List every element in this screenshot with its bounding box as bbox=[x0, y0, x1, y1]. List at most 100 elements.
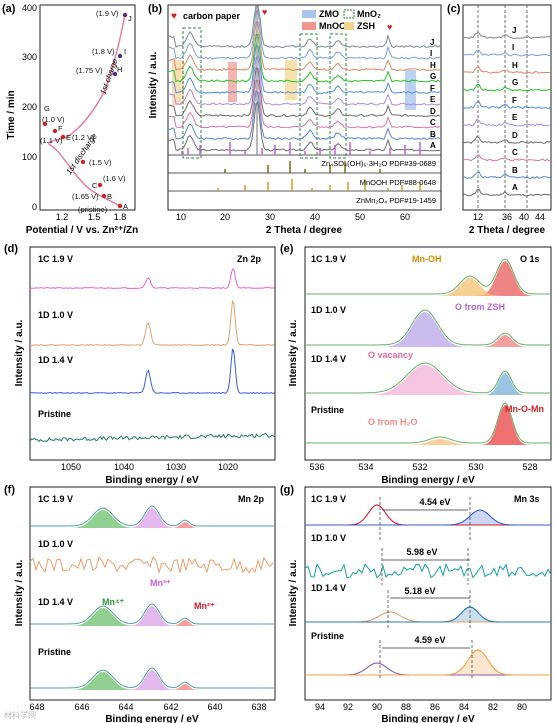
x-tick: 536 bbox=[309, 462, 324, 472]
o-zsh-annotation: O from ZSH bbox=[455, 302, 505, 312]
mnooh-band bbox=[228, 62, 237, 102]
x-tick: 530 bbox=[468, 462, 483, 472]
fit-component bbox=[305, 611, 551, 623]
curve-label: C bbox=[430, 118, 436, 127]
panel-d-label: (d) bbox=[4, 243, 18, 255]
time-potential-curve bbox=[48, 14, 126, 207]
xrd-curve bbox=[462, 188, 552, 197]
noise-curve bbox=[29, 556, 274, 575]
xrd-curve bbox=[167, 9, 441, 60]
y-axis-label: Intensity / a.u. bbox=[288, 559, 299, 626]
point-label: G bbox=[44, 104, 50, 113]
point-note: (1.75 V) bbox=[76, 66, 103, 75]
series-label: 1C 1.9 V bbox=[38, 494, 73, 504]
curve-label: D bbox=[430, 107, 436, 116]
y-tick: 0 bbox=[32, 202, 37, 212]
x-tick: 644 bbox=[118, 702, 133, 712]
curve-label: E bbox=[430, 95, 436, 104]
xrd-curve bbox=[167, 67, 441, 118]
x-tick: 82 bbox=[488, 702, 498, 712]
point-label: J bbox=[128, 14, 132, 23]
fit-component bbox=[30, 606, 275, 626]
point-f bbox=[52, 128, 58, 134]
axes-frame bbox=[167, 4, 442, 211]
curve-label: F bbox=[430, 84, 435, 93]
fit-component bbox=[305, 373, 551, 395]
x-tick: 640 bbox=[207, 702, 222, 712]
fit-component bbox=[30, 508, 275, 528]
series-label: 1D 1.4 V bbox=[311, 583, 346, 593]
fit-component bbox=[30, 670, 275, 690]
y-axis-label: Time / min bbox=[6, 90, 17, 139]
point-note: (pristine) bbox=[78, 205, 108, 214]
heart-icon: ♥ bbox=[171, 11, 177, 22]
series-label: 1D 1.0 V bbox=[311, 533, 346, 543]
legend-label: carbon paper bbox=[183, 11, 241, 21]
series-label: 1C 1.9 V bbox=[311, 254, 346, 264]
x-tick: 94 bbox=[315, 702, 325, 712]
series-label: 1D 1.0 V bbox=[38, 310, 73, 320]
point-note: (1.9 V) bbox=[96, 9, 119, 18]
charge-annotation: 1st charge bbox=[98, 57, 119, 96]
fit-component bbox=[305, 312, 551, 347]
fit-component bbox=[305, 607, 551, 622]
curve-label: G bbox=[430, 72, 436, 81]
x-tick: 40 bbox=[519, 212, 529, 222]
mno2-box bbox=[329, 33, 347, 159]
panel-e: (e) Intensity / a.u. O 1s 1C 1.9 V 1D 1.… bbox=[280, 243, 552, 486]
series-label: Pristine bbox=[38, 647, 71, 657]
x-tick: 60 bbox=[400, 212, 410, 222]
panel-f-label: (f) bbox=[4, 484, 15, 496]
panel-f: (f) Intensity / a.u. Mn 2p 1C 1.9 V 1D 1… bbox=[4, 484, 276, 723]
fit-component bbox=[30, 672, 275, 690]
fit-component bbox=[305, 650, 551, 675]
fit-component bbox=[305, 510, 551, 525]
point-i bbox=[117, 53, 123, 59]
reference-label: ZnMn₂O₄ PDF#19-1459 bbox=[356, 196, 436, 205]
xrd-curve bbox=[462, 135, 552, 144]
xrd-curve bbox=[167, 90, 441, 141]
x-tick: 648 bbox=[29, 702, 44, 712]
split-label: 4.54 eV bbox=[419, 497, 450, 507]
split-label: 5.98 eV bbox=[406, 547, 437, 557]
point-note: (1.65 V) bbox=[72, 192, 99, 201]
spectrum-title: Zn 2p bbox=[237, 254, 262, 264]
curve-label: J bbox=[430, 38, 434, 47]
point-label: H bbox=[117, 65, 122, 74]
x-tick: 86 bbox=[430, 702, 440, 712]
point-label: I bbox=[124, 47, 126, 56]
point-label: C bbox=[92, 181, 98, 190]
point-c bbox=[97, 182, 103, 188]
xrd-curve bbox=[463, 83, 552, 92]
series-label: Pristine bbox=[38, 409, 71, 419]
fit-envelope bbox=[30, 603, 274, 625]
xrd-curve bbox=[462, 154, 552, 162]
panel-a-label: (a) bbox=[2, 3, 16, 15]
zmo-band bbox=[405, 70, 416, 110]
x-tick: 1.8 bbox=[114, 212, 127, 222]
y-axis-label: Intensity / a.u. bbox=[14, 319, 25, 386]
legend-label: MnO₂ bbox=[357, 9, 381, 19]
xrd-curve bbox=[462, 100, 552, 110]
xrd-curves bbox=[167, 5, 441, 152]
split-label: 5.18 eV bbox=[404, 586, 435, 596]
axes-frame bbox=[304, 246, 552, 461]
xrd-curve bbox=[462, 66, 552, 74]
curve-label: B bbox=[430, 130, 436, 139]
point-note: (1.8 V) bbox=[92, 47, 115, 56]
point-h bbox=[112, 71, 118, 77]
axes-frame bbox=[29, 246, 276, 461]
point-j bbox=[122, 12, 128, 18]
curve-label: H bbox=[430, 61, 436, 70]
x-tick: 88 bbox=[401, 702, 411, 712]
xrd-curve bbox=[167, 33, 441, 83]
point-note: (1.6 V) bbox=[103, 174, 126, 183]
curve-label: B bbox=[512, 166, 518, 175]
series-label: Pristine bbox=[311, 631, 344, 641]
x-axis-label: Potential / V vs. Zn²⁺/Zn bbox=[26, 225, 139, 236]
x-axis-label: 2 Theta / degree bbox=[469, 225, 546, 236]
point-note: (1.5 V) bbox=[89, 158, 112, 167]
point-label: A bbox=[123, 202, 128, 211]
series-label: 1D 1.4 V bbox=[311, 354, 346, 364]
